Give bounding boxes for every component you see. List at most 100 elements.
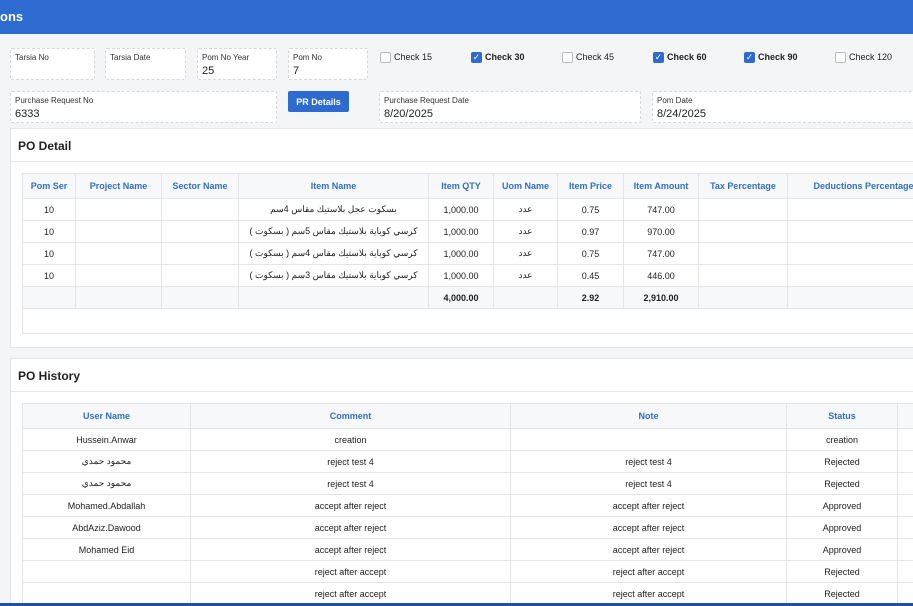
table-cell: 10 xyxy=(22,221,76,243)
panel-title: PO History xyxy=(18,369,80,383)
column-header: Tax Percentage xyxy=(699,173,788,199)
table-cell xyxy=(76,243,162,265)
table-cell xyxy=(788,243,913,265)
column-header: Item QTY xyxy=(429,173,494,199)
table-cell xyxy=(788,265,913,287)
checkbox[interactable]: ✓ xyxy=(653,52,664,63)
total-cell xyxy=(76,287,162,309)
table-cell: Hussein.Anwar xyxy=(22,429,191,451)
field-label: Pom Date xyxy=(657,96,693,105)
table-cell: accept after reject xyxy=(191,495,511,517)
table-cell: 747.00 xyxy=(624,199,699,221)
separator xyxy=(10,161,913,162)
field-label: Tarsia No xyxy=(15,53,49,62)
column-header: Pom Ser xyxy=(22,173,76,199)
column-header: Item Price xyxy=(558,173,624,199)
table-cell: accept after reject xyxy=(511,517,787,539)
checkbox[interactable] xyxy=(835,52,846,63)
checkbox[interactable] xyxy=(562,52,573,63)
table-cell xyxy=(788,221,913,243)
table-cell: عدد xyxy=(494,265,558,287)
total-cell: 4,000.00 xyxy=(429,287,494,309)
checkbox[interactable]: ✓ xyxy=(471,52,482,63)
checkbox-label: Check 90 xyxy=(758,52,798,62)
table-cell xyxy=(699,221,788,243)
empty-cell xyxy=(239,309,429,334)
field-label: Purchase Request Date xyxy=(384,96,469,105)
table-cell: reject test 4 xyxy=(191,473,511,495)
table-cell: 10 xyxy=(22,199,76,221)
table-cell: 446.00 xyxy=(624,265,699,287)
table-cell: accept after reject xyxy=(511,495,787,517)
checkbox-label: Check 15 xyxy=(394,52,432,62)
top-bar xyxy=(0,0,913,34)
table-cell xyxy=(898,517,913,539)
table-cell: creation xyxy=(191,429,511,451)
column-header: Deductions Percentage xyxy=(788,173,913,199)
table-cell xyxy=(699,265,788,287)
column-header: Status xyxy=(787,403,898,429)
empty-cell xyxy=(699,309,788,334)
table-cell: reject after accept xyxy=(511,583,787,605)
pr-details-button[interactable]: PR Details xyxy=(288,91,349,112)
field-label: Pom No Year xyxy=(202,53,249,62)
table-cell: Rejected xyxy=(787,561,898,583)
table-cell: reject after accept xyxy=(191,583,511,605)
table-cell xyxy=(898,429,913,451)
table-cell: 10 xyxy=(22,265,76,287)
table-cell: 747.00 xyxy=(624,243,699,265)
field-value: 25 xyxy=(202,65,214,77)
empty-cell xyxy=(22,309,76,334)
checkbox-label: Check 30 xyxy=(485,52,525,62)
table-cell: Approved xyxy=(787,539,898,561)
column-header: Uom Name xyxy=(494,173,558,199)
table-cell: كرسي كوباية بلاستيك مقاس 3سم ( بسكوت ) xyxy=(239,265,429,287)
table-cell: reject after accept xyxy=(511,561,787,583)
table-cell: AbdAziz.Dawood xyxy=(22,517,191,539)
column-header: User Name xyxy=(22,403,191,429)
table-cell: Rejected xyxy=(787,473,898,495)
table-cell: Rejected xyxy=(787,583,898,605)
table-cell: Mohamed Eid xyxy=(22,539,191,561)
table-cell: Approved xyxy=(787,495,898,517)
table-cell xyxy=(162,221,239,243)
page-title: ons xyxy=(0,9,23,24)
empty-cell xyxy=(76,309,162,334)
table-cell: 1,000.00 xyxy=(429,221,494,243)
table-cell xyxy=(898,495,913,517)
table-cell xyxy=(898,451,913,473)
table-cell: 0.45 xyxy=(558,265,624,287)
column-header: Item Name xyxy=(239,173,429,199)
column-header: Item Amount xyxy=(624,173,699,199)
table-cell: accept after reject xyxy=(191,517,511,539)
table-cell: 0.75 xyxy=(558,243,624,265)
total-cell xyxy=(239,287,429,309)
empty-cell xyxy=(624,309,699,334)
table-cell: reject test 4 xyxy=(511,451,787,473)
field-label: Tarsia Date xyxy=(110,53,150,62)
table-cell xyxy=(22,583,191,605)
field-label: Pom No xyxy=(293,53,322,62)
table-cell: 0.97 xyxy=(558,221,624,243)
table-cell xyxy=(76,265,162,287)
table-cell xyxy=(699,243,788,265)
table-cell: عدد xyxy=(494,199,558,221)
table-cell xyxy=(699,199,788,221)
field-value: 7 xyxy=(293,65,299,77)
table-cell xyxy=(22,561,191,583)
table-cell: كرسي كوباية بلاستيك مقاس 5سم ( بسكوت ) xyxy=(239,221,429,243)
checkbox[interactable] xyxy=(380,52,391,63)
table-cell: accept after reject xyxy=(191,539,511,561)
table-cell: 1,000.00 xyxy=(429,243,494,265)
column-header: Project Name xyxy=(76,173,162,199)
table-cell: Mohamed.Abdallah xyxy=(22,495,191,517)
column-header: Note xyxy=(511,403,787,429)
checkbox[interactable]: ✓ xyxy=(744,52,755,63)
field-value: 6333 xyxy=(15,108,39,120)
table-cell: Approved xyxy=(787,517,898,539)
table-cell xyxy=(898,583,913,605)
table-cell xyxy=(162,265,239,287)
field-value: 8/20/2025 xyxy=(384,108,433,120)
table-cell: عدد xyxy=(494,221,558,243)
